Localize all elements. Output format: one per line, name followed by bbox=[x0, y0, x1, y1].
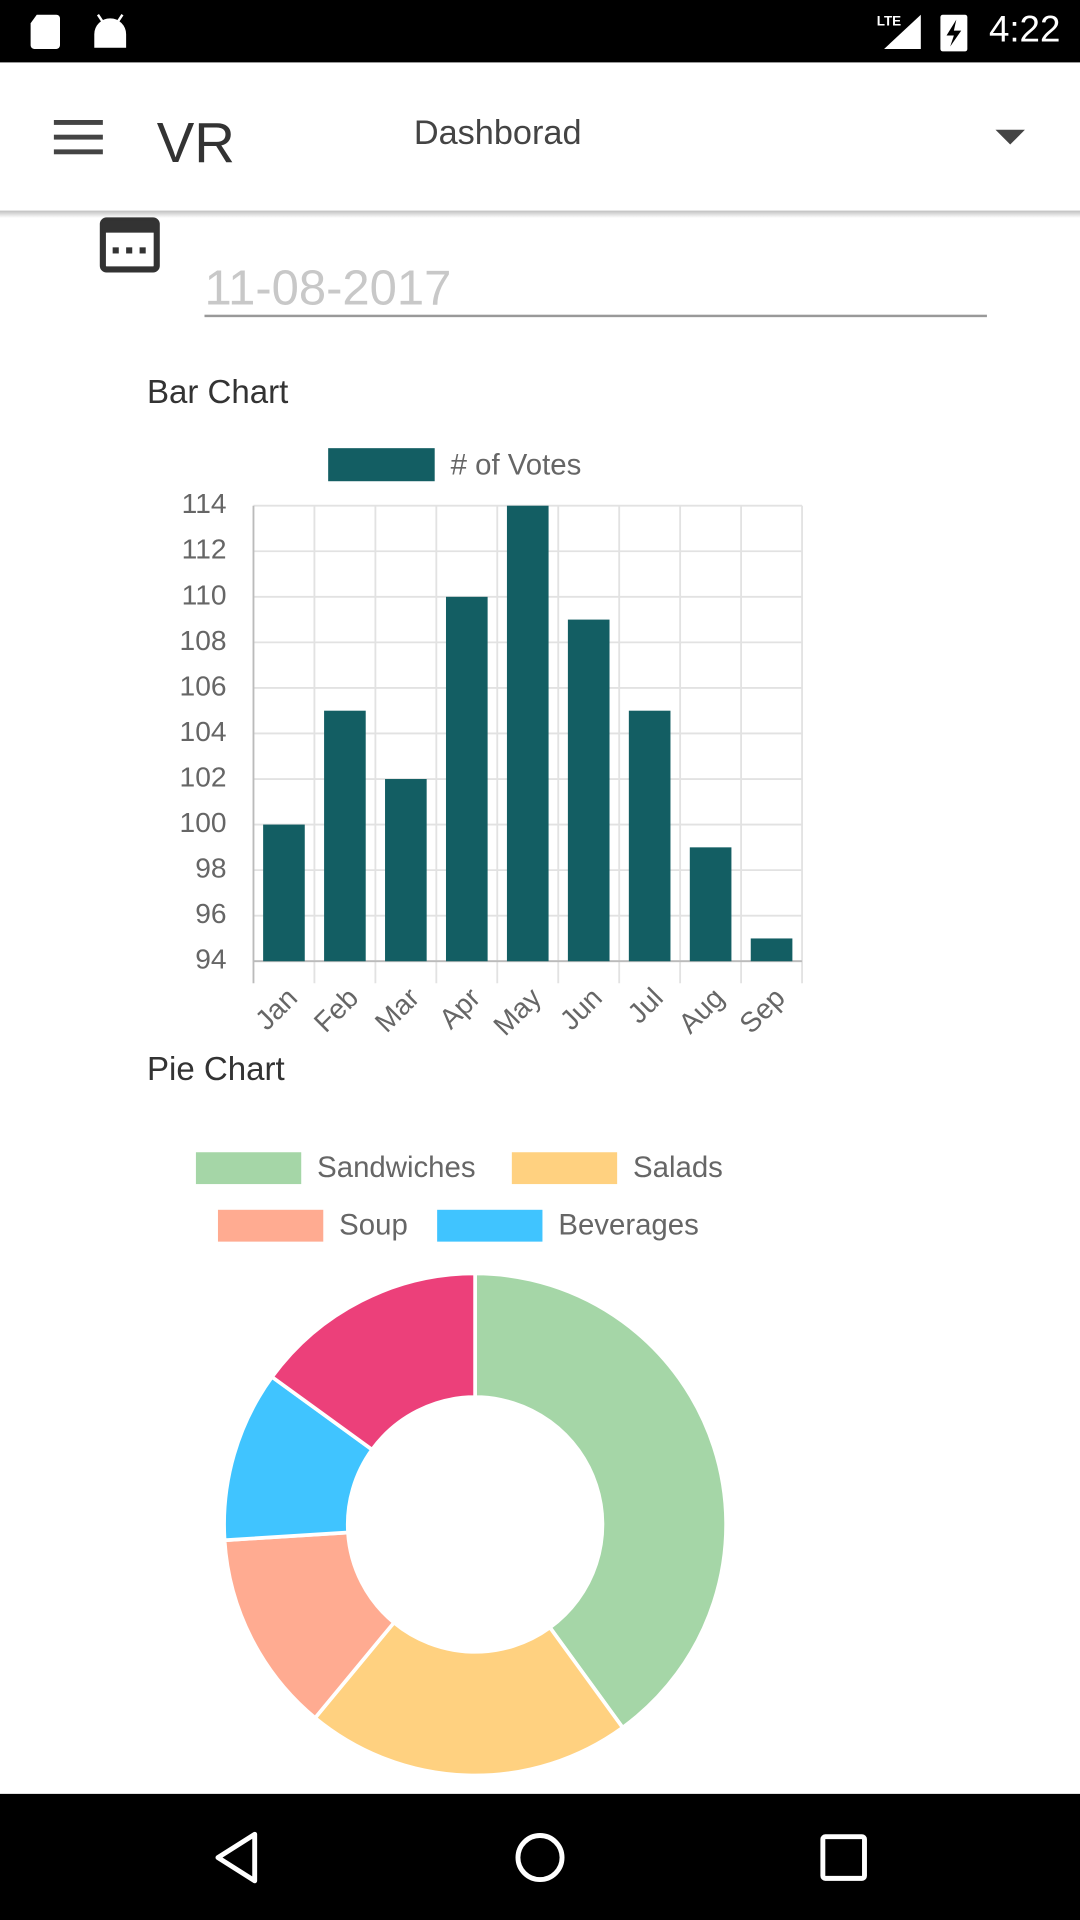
calendar-top bbox=[102, 220, 157, 233]
bar bbox=[689, 847, 732, 962]
legend-swatch bbox=[217, 1209, 324, 1242]
y-tick-label: 112 bbox=[182, 534, 227, 565]
dropdown-arrow[interactable] bbox=[995, 129, 1025, 145]
y-tick-label: 108 bbox=[180, 625, 227, 656]
legend-swatch bbox=[195, 1152, 302, 1185]
y-tick-label: 96 bbox=[195, 898, 226, 929]
sd-icon bbox=[30, 14, 60, 49]
y-tick-label: 100 bbox=[180, 807, 227, 838]
recents-button[interactable] bbox=[820, 1834, 867, 1881]
menu-line bbox=[53, 134, 103, 140]
x-tick-label: Jul bbox=[622, 982, 669, 1029]
doughnut-segment bbox=[312, 1620, 626, 1778]
y-tick-label: 102 bbox=[180, 761, 227, 792]
y-tick-label: 106 bbox=[180, 670, 227, 701]
date-input[interactable]: 11-08-2017 bbox=[204, 261, 451, 315]
calendar-dot bbox=[126, 247, 133, 254]
x-tick-label: Jun bbox=[554, 982, 608, 1036]
bar bbox=[263, 824, 305, 962]
legend-label: # of Votes bbox=[451, 448, 582, 481]
bar bbox=[445, 596, 488, 962]
app-bar bbox=[0, 62, 1080, 211]
menu-line bbox=[53, 120, 103, 125]
chart-title: Pie Chart bbox=[147, 1051, 285, 1088]
calendar-icon[interactable] bbox=[99, 217, 160, 273]
home-button[interactable] bbox=[515, 1833, 565, 1883]
lte-label: LTE bbox=[877, 14, 901, 29]
y-tick-label: 98 bbox=[195, 853, 226, 884]
legend-swatch bbox=[511, 1152, 618, 1185]
x-tick-label: Apr bbox=[433, 982, 486, 1035]
x-tick-label: Aug bbox=[673, 982, 730, 1039]
chart-title: Bar Chart bbox=[147, 374, 288, 411]
y-tick-label: 104 bbox=[180, 716, 227, 747]
legend-label: Beverages bbox=[558, 1209, 698, 1242]
x-tick-label: Feb bbox=[308, 982, 364, 1038]
dropdown-label[interactable]: Dashborad bbox=[414, 114, 582, 152]
bar bbox=[750, 938, 793, 962]
back-button[interactable] bbox=[215, 1831, 258, 1884]
nav-bar bbox=[0, 1793, 1080, 1920]
bar bbox=[506, 505, 549, 962]
legend-swatch bbox=[328, 448, 435, 482]
bar bbox=[628, 710, 671, 962]
status-bar bbox=[0, 0, 1080, 63]
y-tick-label: 110 bbox=[182, 579, 227, 610]
menu-button[interactable] bbox=[53, 120, 103, 155]
legend-swatch bbox=[437, 1209, 543, 1242]
x-tick-label: Mar bbox=[369, 982, 425, 1038]
bar bbox=[567, 619, 610, 962]
clock: 4:22 bbox=[989, 9, 1060, 50]
x-tick-label: Jan bbox=[249, 982, 303, 1036]
y-tick-label: 94 bbox=[195, 944, 226, 975]
bar bbox=[385, 779, 427, 962]
y-tick-label: 114 bbox=[182, 488, 227, 519]
doughnut-segment bbox=[269, 1271, 477, 1453]
date-underline bbox=[204, 314, 987, 318]
charts: Bar Chart # of Votes 94 96 98 100 102 104 106 108… bbox=[147, 374, 803, 1778]
doughnut-segment bbox=[473, 1271, 728, 1731]
menu-line bbox=[53, 149, 103, 155]
calendar-dot bbox=[139, 247, 146, 254]
app-title: VR bbox=[157, 111, 235, 174]
legend-label: Salads bbox=[633, 1151, 723, 1184]
x-tick-label: Sep bbox=[734, 982, 791, 1039]
charging-icon bbox=[946, 19, 962, 47]
bar bbox=[324, 710, 366, 962]
android-icon bbox=[94, 14, 127, 48]
app-bar-shadow bbox=[0, 210, 1080, 218]
calendar-dot bbox=[112, 247, 119, 254]
legend-label: Sandwiches bbox=[317, 1151, 475, 1184]
x-tick-label: May bbox=[488, 981, 548, 1041]
legend-label: Soup bbox=[339, 1209, 408, 1242]
